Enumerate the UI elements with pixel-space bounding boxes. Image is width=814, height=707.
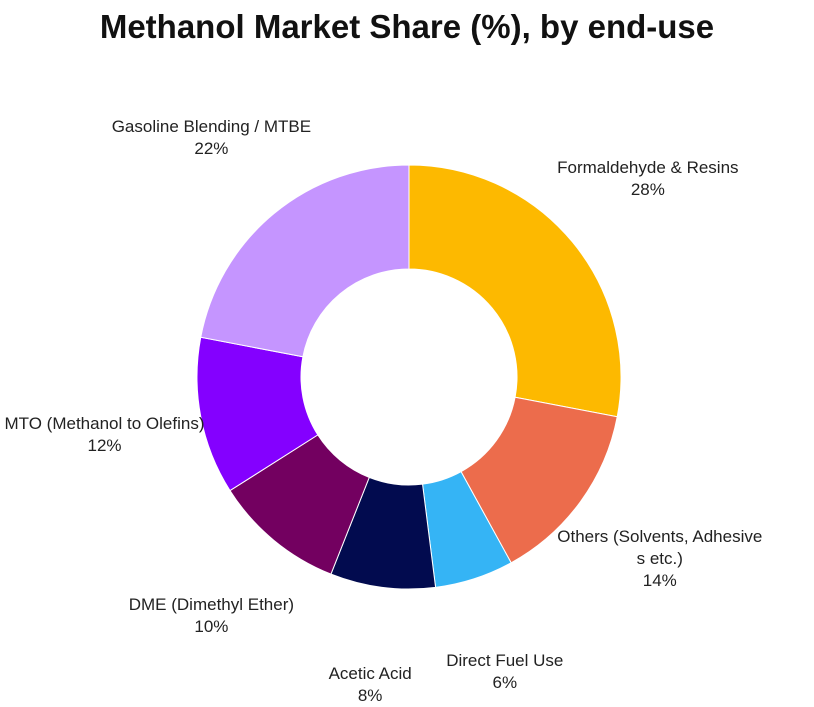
value-label: 28%: [630, 180, 665, 200]
category-label: Others (Solvents, Adhesives etc.): [557, 527, 763, 569]
segment-label: Direct Fuel Use 6%: [400, 650, 610, 694]
segment-label: Others (Solvents, Adhesives etc.) 14%: [555, 526, 765, 592]
category-label: Direct Fuel Use: [446, 650, 564, 670]
category-label: Gasoline Blending / MTBE: [111, 117, 312, 137]
segment-label: Gasoline Blending / MTBE 22%: [106, 116, 316, 160]
value-label: 10%: [194, 616, 229, 636]
segment-label: Acetic Acid 8%: [265, 663, 475, 707]
value-label: 6%: [492, 672, 518, 692]
value-label: 12%: [87, 436, 122, 456]
donut-segment: [200, 164, 410, 358]
segment-label: DME (Dimethyl Ether) 10%: [106, 594, 316, 638]
value-label: 14%: [642, 571, 677, 591]
segment-label: MTO (Methanol to Olefins) 12%: [0, 413, 210, 457]
segment-label: Formaldehyde & Resins 28%: [543, 157, 753, 201]
category-label: MTO (Methanol to Olefins): [4, 414, 205, 434]
category-label: DME (Dimethyl Ether): [128, 594, 295, 614]
category-label: Acetic Acid: [328, 663, 412, 683]
value-label: 8%: [357, 685, 383, 705]
donut-segment: [460, 396, 618, 564]
category-label: Formaldehyde & Resins: [557, 158, 739, 178]
chart-title: Methanol Market Share (%), by end-use: [99, 8, 715, 45]
donut-segment: [408, 164, 622, 418]
value-label: 22%: [194, 139, 229, 159]
